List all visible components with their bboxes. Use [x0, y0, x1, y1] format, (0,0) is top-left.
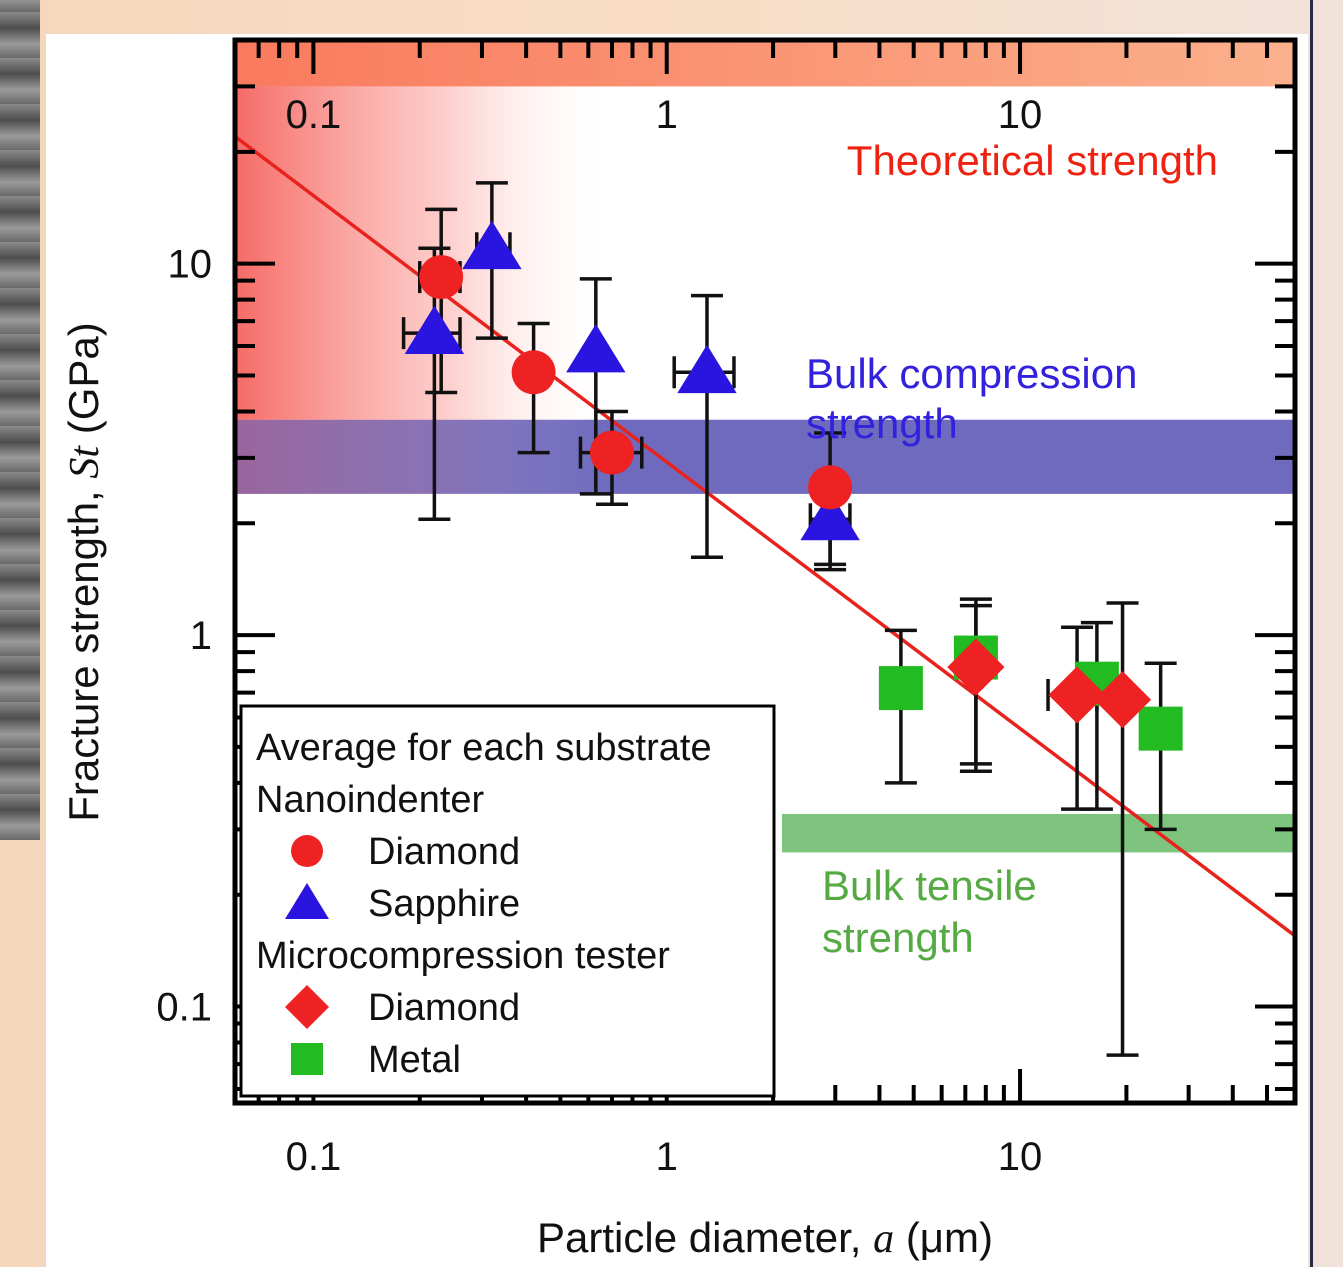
data-point-circle-1: [511, 350, 556, 395]
bulk-tensile-band: [782, 813, 1295, 853]
background-photo: [0, 0, 40, 840]
legend-marker-square: [291, 1043, 323, 1075]
x-top-tick-label-0: 0.1: [286, 93, 342, 137]
slide-border: [1310, 0, 1313, 1267]
data-point-diamond-0: [947, 638, 1005, 696]
data-point-square-3: [1138, 706, 1183, 751]
y-tick-label-1: 1: [190, 614, 212, 658]
legend-marker-circle: [291, 835, 323, 867]
x-tick-label-2: 10: [998, 1135, 1043, 1179]
data-point-circle-3: [808, 465, 853, 510]
theoretical-strength-label: Theoretical strength: [847, 137, 1218, 184]
legend-marker-triangle: [285, 883, 329, 919]
legend-group-label-1: Microcompression tester: [256, 935, 670, 977]
data-point-square-0: [878, 666, 923, 711]
x-tick-label-1: 1: [656, 1135, 678, 1179]
data-point-diamond-2: [1093, 671, 1152, 729]
data-point-triangle-3: [677, 344, 737, 394]
legend-group-label-0: Nanoindenter: [256, 779, 485, 821]
plot-frame: [232, 37, 1298, 1106]
error-bar-triangle-3: [672, 293, 736, 560]
legend-box: [239, 704, 776, 1098]
x-top-tick-label-1: 1: [656, 93, 678, 137]
legend-entry-label-0-1: Sapphire: [368, 883, 520, 925]
data-point-diamond-1: [1048, 666, 1106, 724]
band-overlap-region: [235, 419, 615, 494]
x-axis-title: Particle diameter, a (μm): [537, 1214, 993, 1262]
legend-title: Average for each substrate: [256, 727, 712, 769]
y-axis-title: Fracture strength, St (GPa): [60, 322, 108, 822]
error-bar-square-2: [1080, 620, 1113, 811]
legend-entry-label-1-0: Diamond: [368, 987, 520, 1029]
power-law-fit-line: [235, 135, 1295, 938]
data-point-circle-0: [419, 255, 464, 300]
bulk-compression-label: Bulk compression strength: [806, 350, 1137, 447]
x-top-tick-label-2: 10: [998, 93, 1043, 137]
data-point-triangle-0: [404, 305, 465, 355]
theoretical-strength-band: [235, 40, 1295, 87]
data-point-triangle-4: [800, 491, 860, 541]
legend-entry-label-0-0: Diamond: [368, 831, 520, 873]
x-tick-label-0: 0.1: [286, 1135, 342, 1179]
y-tick-label-2: 10: [168, 243, 213, 287]
y-tick-label-0: 0.1: [156, 986, 212, 1030]
data-point-circle-2: [589, 430, 634, 475]
data-point-triangle-1: [462, 220, 522, 270]
legend-marker-diamond: [285, 985, 329, 1029]
bulk-tensile-label: Bulk tensile strength: [822, 862, 1037, 961]
data-point-triangle-2: [566, 324, 626, 373]
legend-entry-label-1-1: Metal: [368, 1039, 461, 1081]
